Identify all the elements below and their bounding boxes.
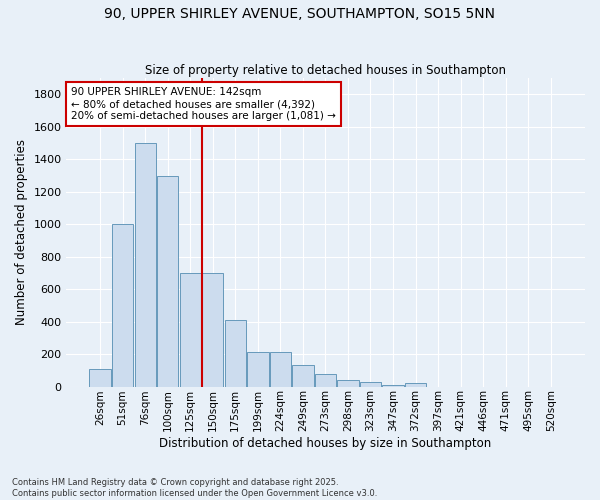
X-axis label: Distribution of detached houses by size in Southampton: Distribution of detached houses by size … bbox=[159, 437, 491, 450]
Bar bbox=[179, 273, 201, 386]
Bar bbox=[247, 352, 269, 386]
Bar bbox=[269, 352, 291, 386]
Text: Contains HM Land Registry data © Crown copyright and database right 2025.
Contai: Contains HM Land Registry data © Crown c… bbox=[12, 478, 377, 498]
Bar bbox=[112, 224, 133, 386]
Bar bbox=[360, 382, 381, 386]
Text: 90 UPPER SHIRLEY AVENUE: 142sqm
← 80% of detached houses are smaller (4,392)
20%: 90 UPPER SHIRLEY AVENUE: 142sqm ← 80% of… bbox=[71, 88, 336, 120]
Bar bbox=[315, 374, 336, 386]
Bar bbox=[382, 385, 404, 386]
Bar bbox=[405, 384, 426, 386]
Bar bbox=[224, 320, 246, 386]
Y-axis label: Number of detached properties: Number of detached properties bbox=[15, 140, 28, 326]
Text: 90, UPPER SHIRLEY AVENUE, SOUTHAMPTON, SO15 5NN: 90, UPPER SHIRLEY AVENUE, SOUTHAMPTON, S… bbox=[104, 8, 496, 22]
Title: Size of property relative to detached houses in Southampton: Size of property relative to detached ho… bbox=[145, 64, 506, 77]
Bar bbox=[337, 380, 359, 386]
Bar bbox=[157, 176, 178, 386]
Bar bbox=[292, 366, 314, 386]
Bar bbox=[89, 368, 111, 386]
Bar bbox=[202, 273, 223, 386]
Bar bbox=[134, 143, 156, 386]
